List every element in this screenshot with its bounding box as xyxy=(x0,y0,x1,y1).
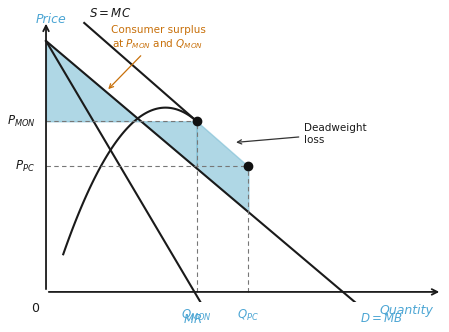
Text: Price: Price xyxy=(35,13,66,26)
Text: Consumer surplus
at $P_{MON}$ and $Q_{MON}$: Consumer surplus at $P_{MON}$ and $Q_{MO… xyxy=(109,25,205,88)
Text: Deadweight
loss: Deadweight loss xyxy=(238,123,367,145)
Text: $Q_{PC}$: $Q_{PC}$ xyxy=(238,308,260,323)
Text: $D = MB$: $D = MB$ xyxy=(360,312,403,325)
Text: $P_{PC}$: $P_{PC}$ xyxy=(15,159,35,174)
Text: Quantity: Quantity xyxy=(379,304,433,317)
Text: 0: 0 xyxy=(31,302,39,315)
Text: $S = MC$: $S = MC$ xyxy=(88,7,131,21)
Text: $Q_{MON}$: $Q_{MON}$ xyxy=(181,308,212,323)
Text: $MR$: $MR$ xyxy=(183,313,202,326)
Text: $P_{MON}$: $P_{MON}$ xyxy=(7,114,35,129)
